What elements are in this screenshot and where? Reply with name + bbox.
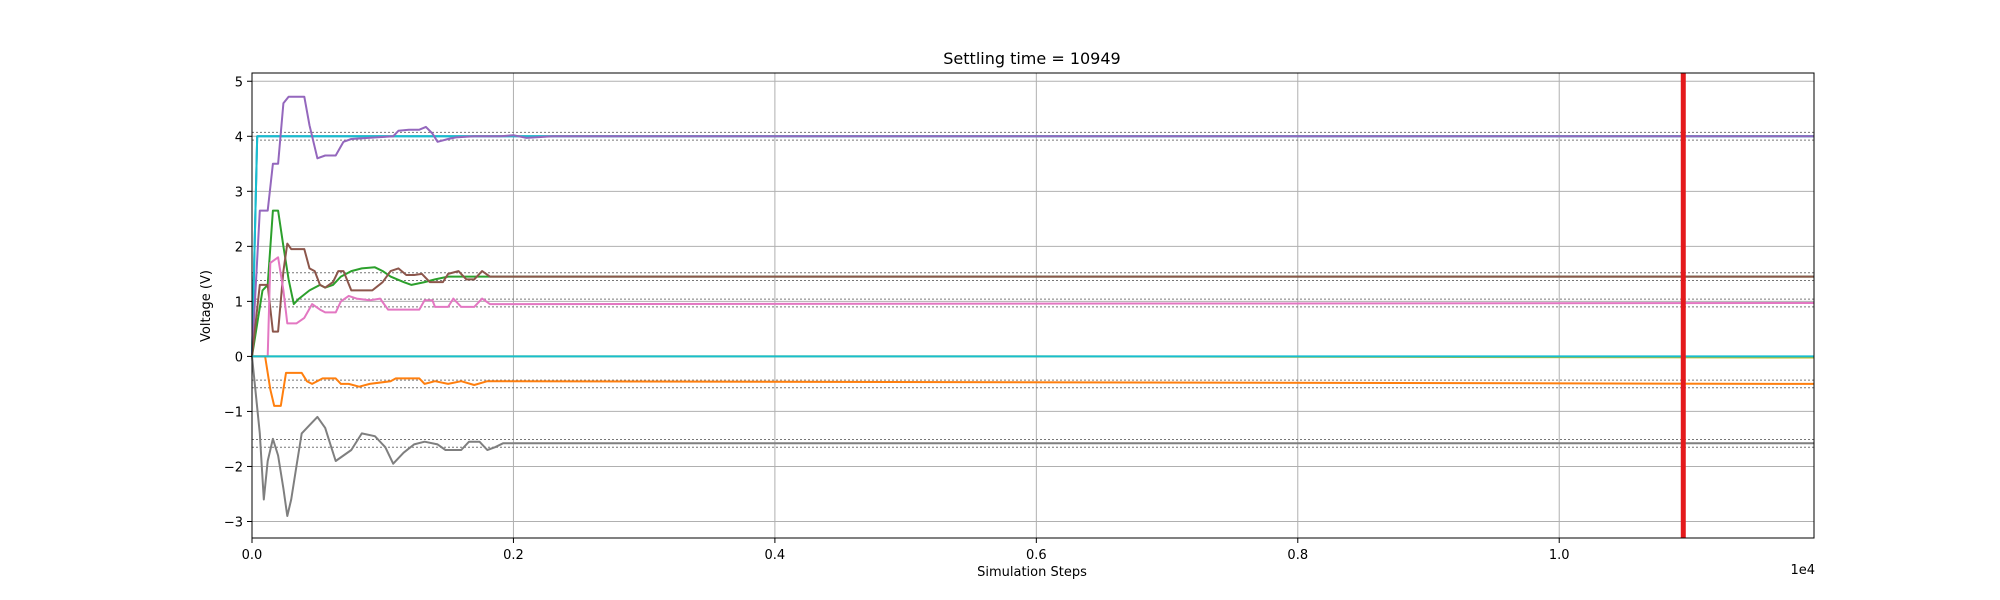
series-line [251,242,1814,357]
y-tick-label: 4 [235,130,243,145]
x-tick-label: 0.4 [765,548,786,563]
series-line [252,355,1815,407]
chart-title: Settling time = 10949 [943,49,1120,68]
series-lines [251,95,1815,517]
y-tick-label: 0 [235,350,243,365]
x-tick-label: 0.6 [1026,548,1047,563]
y-axis-label: Voltage (V) [199,270,214,342]
x-tick-label: 0.2 [503,548,524,563]
y-tick-label: 3 [235,185,243,200]
y-tick-label: 5 [235,75,243,90]
x-axis-label: Simulation Steps [977,565,1087,580]
series-line [251,209,1814,357]
x-axis-offset-label: 1e4 [1790,563,1815,578]
y-tick-label: 2 [235,240,243,255]
axis-ticks: 0.0 0.2 0.4 0.6 0.8 1.0 −3 −2 −1 0 1 2 3 4 5 [224,75,1570,563]
series-line [251,356,1814,517]
target-bands [252,131,1814,448]
y-tick-label: −1 [224,405,243,420]
series-line [251,95,1814,357]
series-line [252,256,1815,358]
axes-frame [251,72,1815,539]
x-tick-label: 1.0 [1549,548,1570,563]
y-tick-label: −3 [224,515,243,530]
y-tick-label: −2 [224,460,243,475]
x-tick-label: 0.0 [242,548,263,563]
x-tick-label: 0.8 [1287,548,1308,563]
y-tick-label: 1 [235,295,243,310]
